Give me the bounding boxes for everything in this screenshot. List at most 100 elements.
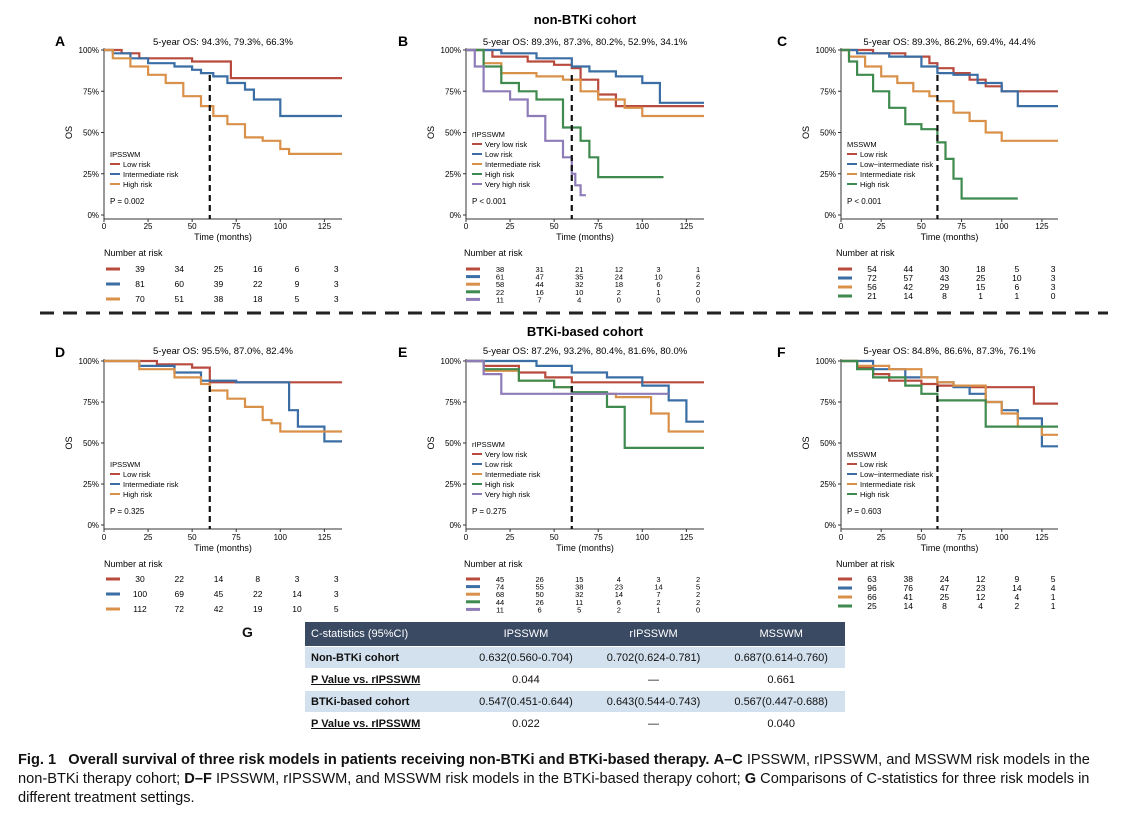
x-tick-label: 100	[995, 533, 1009, 542]
km-curve	[841, 48, 1058, 108]
risk-count: 45	[496, 575, 504, 584]
risk-count: 81	[135, 279, 145, 289]
risk-count: 3	[1051, 273, 1056, 283]
x-tick-label: 50	[550, 222, 559, 231]
y-tick-label: 100%	[79, 357, 99, 366]
risk-count: 24	[940, 574, 950, 584]
risk-count: 112	[133, 604, 147, 614]
risk-count: 1	[696, 265, 700, 274]
p-value: P = 0.002	[110, 197, 145, 206]
y-axis-label: OS	[64, 436, 74, 449]
km-curve	[104, 48, 342, 155]
y-axis-label: OS	[426, 436, 436, 449]
risk-count: 2	[656, 598, 660, 607]
risk-count: 1	[1051, 601, 1056, 611]
risk-count: 54	[867, 264, 877, 274]
y-tick-label: 100%	[441, 357, 461, 366]
x-tick-label: 75	[232, 222, 241, 231]
y-axis-label: OS	[426, 126, 436, 139]
risk-count: 18	[615, 280, 623, 289]
x-tick-label: 0	[464, 222, 469, 231]
legend-label: High risk	[123, 180, 152, 189]
legend-title: rIPSSWM	[472, 440, 505, 449]
y-tick-label: 100%	[816, 46, 836, 55]
risk-count: 3	[334, 574, 339, 584]
risk-count: 11	[575, 598, 583, 607]
risk-count: 3	[656, 265, 660, 274]
risk-count: 9	[295, 279, 300, 289]
risk-count: 44	[903, 264, 913, 274]
risk-count: 1	[656, 605, 660, 614]
legend-label: Low risk	[485, 460, 513, 469]
risk-count: 9	[1015, 574, 1020, 584]
risk-count: 3	[334, 264, 339, 274]
risk-count: 5	[1051, 574, 1056, 584]
risk-count: 51	[175, 294, 185, 304]
risk-count: 14	[615, 590, 623, 599]
y-tick-label: 75%	[83, 87, 99, 96]
risk-count: 70	[135, 294, 145, 304]
x-tick-label: 25	[144, 222, 153, 231]
risk-count: 44	[496, 598, 504, 607]
risk-count: 42	[903, 282, 913, 292]
risk-count: 2	[1015, 601, 1020, 611]
x-axis-label: Time (months)	[556, 232, 614, 242]
x-tick-label: 125	[1035, 222, 1049, 231]
y-tick-label: 50%	[445, 439, 461, 448]
risk-count: 43	[940, 273, 950, 283]
x-tick-label: 125	[680, 222, 694, 231]
legend-label: Intermediate risk	[860, 480, 916, 489]
risk-count: 21	[867, 291, 877, 301]
panel-os-text: 5-year OS: 95.5%, 87.0%, 82.4%	[153, 346, 293, 357]
risk-count: 6	[538, 605, 542, 614]
x-tick-label: 100	[274, 533, 288, 542]
km-curve	[466, 359, 669, 395]
table-header-row: C-statistics (95%CI) IPSSWM rIPSSWM MSSW…	[305, 622, 845, 647]
risk-count: 32	[575, 590, 583, 599]
risk-count: 3	[334, 589, 339, 599]
table-cell: 0.702(0.624-0.781)	[589, 646, 718, 669]
km-curve	[104, 48, 342, 118]
table-cell: P Value vs. rIPSSWM	[305, 668, 463, 691]
risk-count: 16	[535, 288, 543, 297]
risk-count: 31	[535, 265, 543, 274]
table-cell: BTKi-based cohort	[305, 690, 463, 713]
x-tick-label: 25	[506, 533, 515, 542]
risk-count: 5	[295, 294, 300, 304]
risk-count: 16	[253, 264, 263, 274]
x-axis-label: Time (months)	[921, 543, 979, 553]
risk-count: 6	[696, 273, 700, 282]
risk-count: 8	[255, 574, 260, 584]
table-cell: 0.567(0.447-0.688)	[717, 690, 845, 713]
risk-count: 12	[615, 265, 623, 274]
risk-count: 5	[696, 583, 700, 592]
risk-count: 25	[867, 601, 877, 611]
risk-count: 1	[978, 291, 983, 301]
y-tick-label: 75%	[820, 398, 836, 407]
risk-count: 2	[696, 598, 700, 607]
table-cell: —	[589, 712, 718, 734]
header-cell: MSSWM	[717, 622, 845, 647]
risk-count: 23	[976, 583, 986, 593]
risk-count: 14	[292, 589, 302, 599]
risk-count: 74	[496, 583, 504, 592]
cohort-title: BTKi-based cohort	[527, 324, 644, 339]
risk-count: 35	[575, 273, 583, 282]
y-tick-label: 75%	[445, 398, 461, 407]
table-row: P Value vs. rIPSSWM 0.044 — 0.661	[305, 668, 845, 691]
risk-count: 15	[575, 575, 583, 584]
risk-count: 3	[295, 574, 300, 584]
y-tick-label: 0%	[87, 521, 99, 530]
risk-table-title: Number at risk	[464, 559, 523, 569]
risk-count: 2	[696, 590, 700, 599]
header-cell: C-statistics (95%CI)	[305, 622, 463, 647]
risk-count: 60	[175, 279, 185, 289]
risk-count: 1	[1015, 291, 1020, 301]
risk-count: 72	[867, 273, 877, 283]
risk-count: 0	[696, 605, 700, 614]
risk-count: 6	[1015, 282, 1020, 292]
header-cell: IPSSWM	[462, 622, 590, 647]
y-axis-label: OS	[801, 436, 811, 449]
km-curve	[841, 359, 1058, 436]
risk-count: 22	[253, 279, 263, 289]
